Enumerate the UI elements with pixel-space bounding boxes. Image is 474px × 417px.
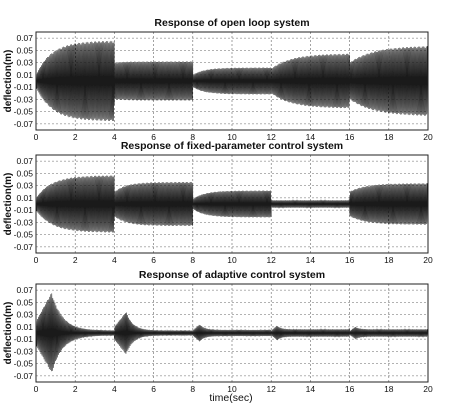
x-tick-label: 14 bbox=[306, 255, 316, 265]
y-tick-label: 0.03 bbox=[16, 310, 33, 320]
x-tick-label: 16 bbox=[345, 255, 355, 265]
y-tick-label: -0.01 bbox=[14, 82, 34, 92]
x-tick-label: 6 bbox=[151, 384, 156, 394]
y-tick-label: 0.07 bbox=[16, 156, 33, 166]
x-tick-label: 2 bbox=[73, 132, 78, 142]
plot-frame bbox=[35, 31, 429, 131]
x-tick-label: 6 bbox=[151, 255, 156, 265]
y-tick-label: -0.05 bbox=[14, 230, 34, 240]
x-tick-label: 8 bbox=[190, 132, 195, 142]
y-tick-label: -0.05 bbox=[14, 359, 34, 369]
x-tick-label: 2 bbox=[73, 384, 78, 394]
plot-frame bbox=[35, 283, 429, 383]
y-tick-label: 0.03 bbox=[16, 181, 33, 191]
y-tick-label: -0.05 bbox=[14, 107, 34, 117]
panel-2: Response of fixed-parameter control syst… bbox=[3, 140, 433, 265]
y-tick-label: -0.01 bbox=[14, 205, 34, 215]
y-tick-label: 0.03 bbox=[16, 58, 33, 68]
y-tick-label: -0.07 bbox=[14, 119, 34, 129]
x-tick-label: 10 bbox=[227, 255, 237, 265]
series-line-1 bbox=[35, 175, 429, 233]
x-tick-label: 4 bbox=[112, 255, 117, 265]
x-tick-label: 10 bbox=[227, 384, 237, 394]
y-tick-label: 0.05 bbox=[16, 297, 33, 307]
x-tick-label: 16 bbox=[345, 384, 355, 394]
y-tick-label: 0.07 bbox=[16, 285, 33, 295]
x-tick-label: 14 bbox=[306, 384, 316, 394]
x-tick-label: 6 bbox=[151, 132, 156, 142]
series-line-1 bbox=[35, 293, 429, 372]
y-tick-label: 0.01 bbox=[16, 193, 33, 203]
x-tick-label: 12 bbox=[266, 384, 276, 394]
x-tick-label: 8 bbox=[190, 384, 195, 394]
y-tick-label: 0.07 bbox=[16, 33, 33, 43]
y-tick-label: -0.07 bbox=[14, 242, 34, 252]
panel-1: Response of open loop system deflection(m… bbox=[3, 17, 433, 142]
x-tick-label: 16 bbox=[345, 132, 355, 142]
y-tick-label: -0.03 bbox=[14, 346, 34, 356]
y-tick-label: -0.03 bbox=[14, 94, 34, 104]
panel-title: Response of adaptive control system bbox=[139, 269, 325, 281]
x-tick-label: 12 bbox=[266, 255, 276, 265]
x-tick-label: 20 bbox=[423, 255, 433, 265]
x-tick-label: 18 bbox=[384, 255, 394, 265]
y-tick-label: 0.05 bbox=[16, 168, 33, 178]
plot-frame bbox=[35, 154, 429, 254]
y-tick-label: 0.01 bbox=[16, 70, 33, 80]
panel-title: Response of open loop system bbox=[154, 17, 309, 29]
x-tick-label: 10 bbox=[227, 132, 237, 142]
x-tick-label: 0 bbox=[34, 255, 39, 265]
y-axis-label: deflection(m) bbox=[3, 50, 14, 113]
x-tick-label: 2 bbox=[73, 255, 78, 265]
x-tick-label: 4 bbox=[112, 132, 117, 142]
y-axis-label: deflection(m) bbox=[3, 302, 14, 365]
x-tick-label: 20 bbox=[423, 132, 433, 142]
x-tick-label: 8 bbox=[190, 255, 195, 265]
y-axis-label: deflection(m) bbox=[3, 173, 14, 236]
x-tick-label: 14 bbox=[306, 132, 316, 142]
x-axis-label: time(sec) bbox=[209, 392, 252, 404]
panel-title: Response of fixed-parameter control syst… bbox=[121, 140, 343, 152]
panel-3: Response of adaptive control system defle… bbox=[3, 269, 433, 394]
x-tick-label: 18 bbox=[384, 132, 394, 142]
y-tick-label: 0.05 bbox=[16, 45, 33, 55]
y-tick-label: -0.01 bbox=[14, 334, 34, 344]
x-tick-label: 12 bbox=[266, 132, 276, 142]
x-tick-label: 0 bbox=[34, 384, 39, 394]
x-tick-label: 0 bbox=[34, 132, 39, 142]
series-line-1 bbox=[35, 40, 429, 122]
x-tick-label: 4 bbox=[112, 384, 117, 394]
x-tick-label: 18 bbox=[384, 384, 394, 394]
y-tick-label: -0.07 bbox=[14, 371, 34, 381]
y-tick-label: 0.01 bbox=[16, 322, 33, 332]
y-tick-label: -0.03 bbox=[14, 217, 34, 227]
x-tick-label: 20 bbox=[423, 384, 433, 394]
